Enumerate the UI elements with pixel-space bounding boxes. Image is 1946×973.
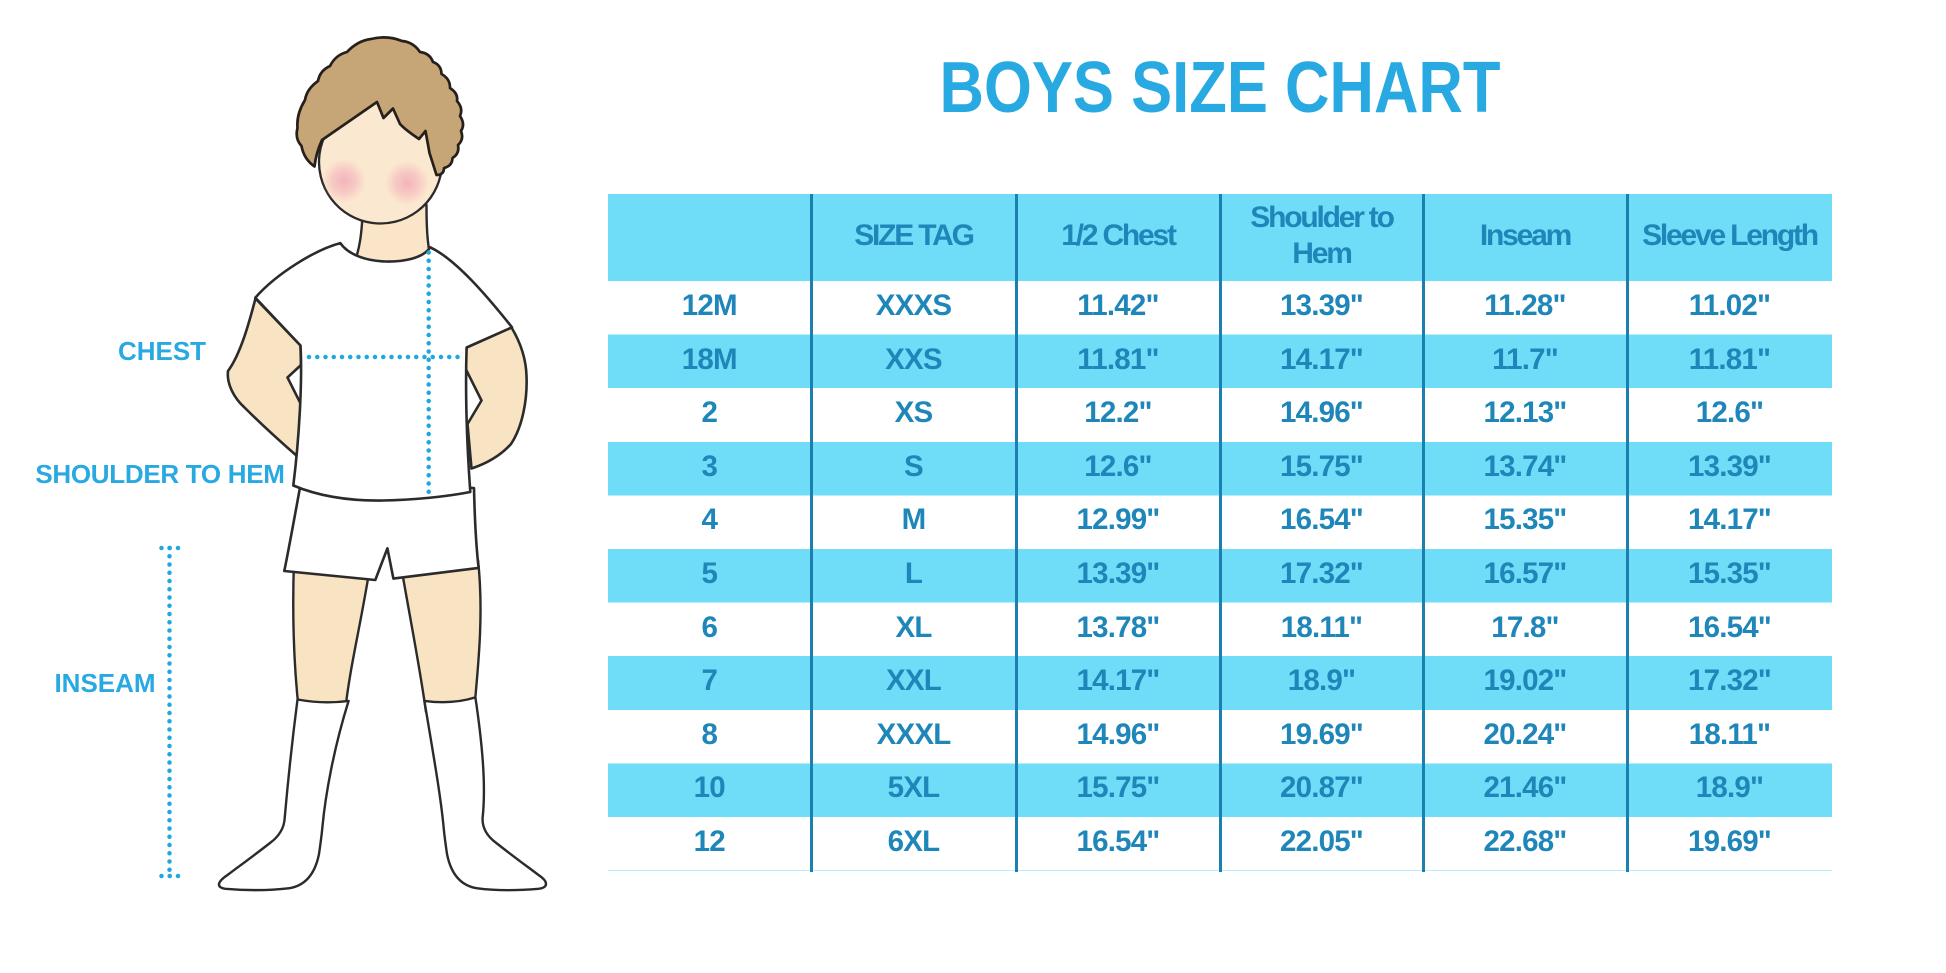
svg-text:CHEST: CHEST — [118, 336, 206, 366]
svg-text:INSEAM: INSEAM — [54, 668, 155, 698]
svg-text:SHOULDER TO HEM: SHOULDER TO HEM — [35, 459, 284, 489]
